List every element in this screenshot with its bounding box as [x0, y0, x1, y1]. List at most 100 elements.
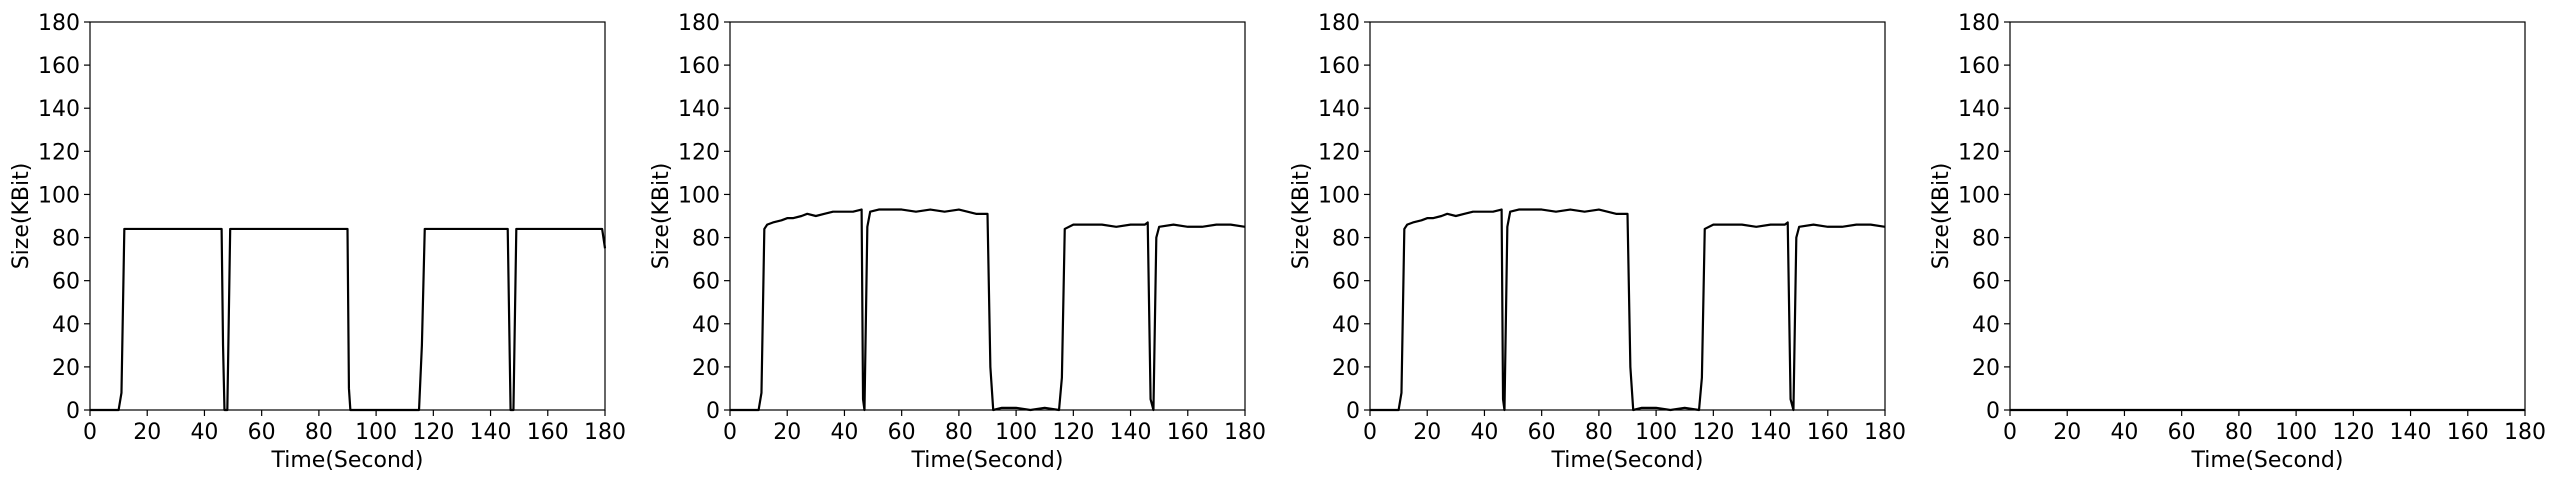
x-tick-label: 60 — [248, 420, 276, 445]
x-tick-label: 180 — [1224, 420, 1266, 445]
x-tick-label: 100 — [355, 420, 397, 445]
chart-1: 0 20 40 60 80 100 120 140 160 180 0 20 40 60 80 100 120 1… — [9, 11, 626, 473]
y-tick-label: 40 — [1972, 313, 2000, 338]
x-tick-label: 180 — [1864, 420, 1906, 445]
y-tick-label: 80 — [1972, 227, 2000, 252]
y-tick-label: 80 — [692, 227, 720, 252]
y-tick-label: 40 — [1332, 313, 1360, 338]
y-tick-label: 20 — [1332, 356, 1360, 381]
y-tick-label: 180 — [1318, 11, 1360, 36]
x-tick-label: 80 — [1585, 420, 1613, 445]
x-tick-label: 120 — [412, 420, 454, 445]
x-tick-label: 80 — [945, 420, 973, 445]
y-tick-label: 140 — [678, 97, 720, 122]
y-tick-label: 180 — [1958, 11, 2000, 36]
y-tick-label: 0 — [1986, 399, 2000, 424]
y-tick-label: 160 — [38, 54, 80, 79]
chart-2: 0 20 40 60 80 100 120 140 160 180 0 20 40 60 80 100 120 1… — [649, 11, 1266, 473]
y-tick-label: 60 — [1972, 270, 2000, 295]
x-tick-label: 0 — [2003, 420, 2017, 445]
y-tick-label: 120 — [1958, 140, 2000, 165]
x-tick-label: 20 — [1413, 420, 1441, 445]
x-tick-label: 0 — [1363, 420, 1377, 445]
x-tick-label: 0 — [723, 420, 737, 445]
x-tick-label: 80 — [305, 420, 333, 445]
y-tick-label: 160 — [1958, 54, 2000, 79]
y-tick-label: 40 — [52, 313, 80, 338]
y-tick-label: 100 — [1318, 183, 1360, 208]
x-tick-label: 180 — [584, 420, 626, 445]
y-tick-label: 140 — [38, 97, 80, 122]
y-tick-label: 100 — [38, 183, 80, 208]
x-tick-label: 100 — [995, 420, 1037, 445]
plot-frame — [2009, 21, 2526, 411]
x-tick-label: 140 — [1110, 420, 1152, 445]
x-tick-label: 120 — [2332, 420, 2374, 445]
x-tick-label: 120 — [1692, 420, 1734, 445]
x-tick-label: 40 — [830, 420, 858, 445]
y-tick-label: 0 — [706, 399, 720, 424]
x-tick-label: 40 — [2110, 420, 2138, 445]
y-tick-label: 0 — [1346, 399, 1360, 424]
x-tick-label: 80 — [2225, 420, 2253, 445]
x-tick-label: 160 — [1167, 420, 1209, 445]
y-axis-label: Size(KBit) — [9, 163, 34, 270]
y-tick-label: 60 — [692, 270, 720, 295]
y-axis-label: Size(KBit) — [1289, 163, 1314, 270]
y-tick-label: 120 — [38, 140, 80, 165]
y-tick-label: 140 — [1318, 97, 1360, 122]
y-tick-label: 20 — [692, 356, 720, 381]
x-tick-label: 140 — [470, 420, 512, 445]
x-tick-label: 100 — [1635, 420, 1677, 445]
x-tick-label: 160 — [1807, 420, 1849, 445]
y-tick-label: 160 — [1318, 54, 1360, 79]
y-tick-label: 20 — [1972, 356, 2000, 381]
x-tick-label: 160 — [527, 420, 569, 445]
y-tick-label: 140 — [1958, 97, 2000, 122]
chart-3: 0 20 40 60 80 100 120 140 160 180 0 20 40 60 80 100 120 1… — [1289, 11, 1906, 473]
x-axis-label: Time(Second) — [911, 448, 1064, 473]
series-line-1 — [90, 227, 607, 412]
y-tick-label: 80 — [52, 227, 80, 252]
x-tick-label: 140 — [2390, 420, 2432, 445]
x-tick-label: 100 — [2275, 420, 2317, 445]
y-tick-label: 160 — [678, 54, 720, 79]
plot-frame — [1369, 21, 1886, 411]
x-tick-label: 20 — [2053, 420, 2081, 445]
x-tick-label: 180 — [2504, 420, 2546, 445]
chart-4: 0 20 40 60 80 100 120 140 160 180 0 20 40 60 80 100 120 1… — [1929, 11, 2546, 473]
y-tick-label: 120 — [678, 140, 720, 165]
x-tick-label: 140 — [1750, 420, 1792, 445]
y-tick-label: 180 — [678, 11, 720, 36]
series-line-1 — [1370, 208, 1886, 412]
x-axis-label: Time(Second) — [2191, 448, 2344, 473]
y-tick-label: 100 — [678, 183, 720, 208]
y-tick-label: 100 — [1958, 183, 2000, 208]
x-tick-label: 20 — [773, 420, 801, 445]
plot-frame — [89, 21, 606, 411]
x-tick-label: 0 — [83, 420, 97, 445]
y-tick-label: 20 — [52, 356, 80, 381]
y-axis-label: Size(KBit) — [1929, 163, 1954, 270]
y-tick-label: 80 — [1332, 227, 1360, 252]
y-tick-label: 180 — [38, 11, 80, 36]
series-line-1 — [730, 208, 1246, 412]
y-tick-label: 40 — [692, 313, 720, 338]
x-axis-label: Time(Second) — [271, 448, 424, 473]
x-tick-label: 60 — [888, 420, 916, 445]
y-axis-label: Size(KBit) — [649, 163, 674, 270]
x-tick-label: 160 — [2447, 420, 2489, 445]
x-tick-label: 60 — [1528, 420, 1556, 445]
plot-frame — [729, 21, 1246, 411]
x-tick-label: 20 — [133, 420, 161, 445]
x-tick-label: 60 — [2168, 420, 2196, 445]
x-tick-label: 40 — [190, 420, 218, 445]
x-axis-label: Time(Second) — [1551, 448, 1704, 473]
y-tick-label: 120 — [1318, 140, 1360, 165]
x-tick-label: 120 — [1052, 420, 1094, 445]
y-tick-label: 60 — [52, 270, 80, 295]
x-tick-label: 40 — [1470, 420, 1498, 445]
y-tick-label: 0 — [66, 399, 80, 424]
y-tick-label: 60 — [1332, 270, 1360, 295]
